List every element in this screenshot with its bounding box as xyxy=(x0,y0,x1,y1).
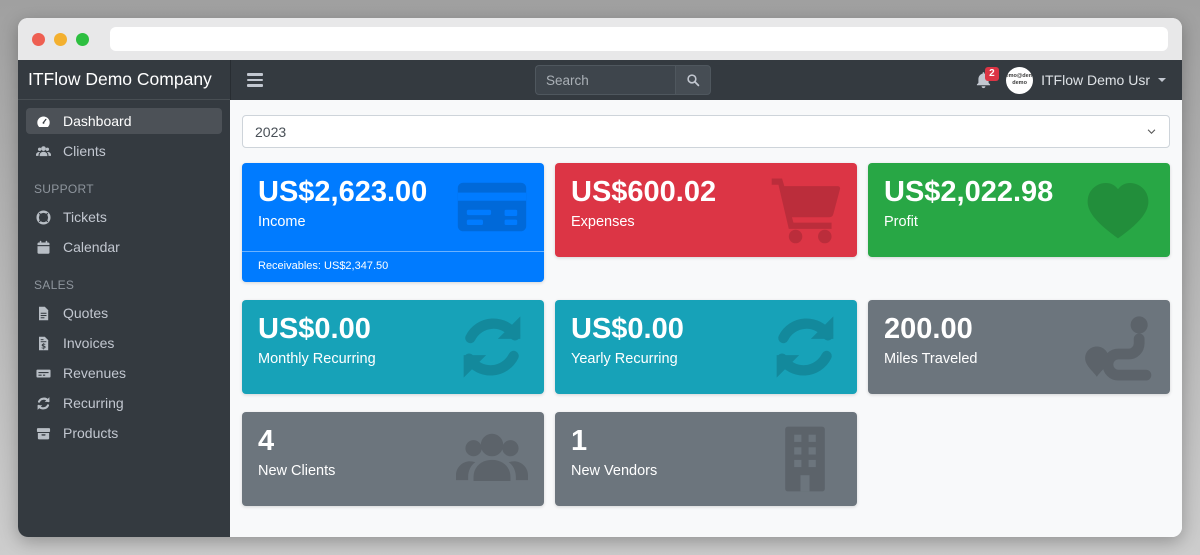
sidebar-item-dashboard[interactable]: Dashboard xyxy=(26,108,222,134)
sync-icon xyxy=(456,311,528,383)
navbar-right: 2 demo@demo demo ITFlow Demo Usr xyxy=(975,66,1166,94)
stat-value: US$600.02 xyxy=(571,176,717,208)
calendar-icon xyxy=(34,240,52,255)
life-ring-icon xyxy=(34,210,52,225)
year-select-value: 2023 xyxy=(255,123,287,140)
stat-value: 200.00 xyxy=(884,313,973,345)
gauge-icon xyxy=(34,114,52,129)
maximize-button[interactable] xyxy=(76,32,89,46)
building-icon xyxy=(769,423,841,495)
stat-value: 4 xyxy=(258,425,275,457)
avatar: demo@demo demo xyxy=(1006,66,1034,94)
sidebar-item-quotes[interactable]: Quotes xyxy=(26,300,222,326)
company-name: ITFlow Demo Company xyxy=(18,60,230,100)
search-button[interactable] xyxy=(675,65,711,95)
browser-chrome xyxy=(18,18,1182,60)
credit-card-icon xyxy=(456,171,528,243)
income-receivables-footer: Receivables: US$2,347.50 xyxy=(242,251,544,282)
stat-label: Miles Traveled xyxy=(884,351,978,368)
stat-value: US$2,623.00 xyxy=(258,176,428,208)
sidebar-toggle-button[interactable] xyxy=(247,73,263,87)
sidebar-nav: Dashboard Clients SUPPORT Tickets Calend… xyxy=(18,100,230,458)
close-button[interactable] xyxy=(32,32,45,46)
url-bar[interactable] xyxy=(110,27,1168,51)
card-profit[interactable]: US$2,022.98 Profit xyxy=(868,163,1170,257)
card-expenses[interactable]: US$600.02 Expenses xyxy=(555,163,857,257)
stat-value: 1 xyxy=(571,425,588,457)
sidebar-item-clients[interactable]: Clients xyxy=(26,138,222,164)
card-monthly-recurring[interactable]: US$0.00 Monthly Recurring xyxy=(242,300,544,394)
user-name: ITFlow Demo Usr xyxy=(1041,72,1150,88)
notifications-button[interactable]: 2 xyxy=(975,66,999,89)
browser-window: ITFlow Demo Company Dashboard Clients SU… xyxy=(18,18,1182,537)
sidebar-item-tickets[interactable]: Tickets xyxy=(26,204,222,230)
sync-icon xyxy=(34,396,52,411)
sidebar-item-invoices[interactable]: Invoices xyxy=(26,330,222,356)
sidebar-item-revenues[interactable]: Revenues xyxy=(26,360,222,386)
card-new-vendors[interactable]: 1 New Vendors xyxy=(555,412,857,506)
chevron-down-icon xyxy=(1146,126,1157,137)
stat-label: Income xyxy=(258,214,306,231)
sidebar-section-support: SUPPORT xyxy=(34,182,94,196)
minimize-button[interactable] xyxy=(54,32,67,46)
card-new-clients[interactable]: 4 New Clients xyxy=(242,412,544,506)
stat-label: Profit xyxy=(884,214,918,231)
sync-icon xyxy=(769,311,841,383)
user-menu[interactable]: demo@demo demo ITFlow Demo Usr xyxy=(1006,66,1166,94)
top-navbar: 2 demo@demo demo ITFlow Demo Usr xyxy=(230,60,1182,100)
sidebar-item-label: Invoices xyxy=(63,335,115,351)
sidebar-item-label: Products xyxy=(63,425,119,441)
stat-label: Yearly Recurring xyxy=(571,351,678,368)
notification-badge: 2 xyxy=(985,66,999,81)
users-icon xyxy=(34,144,52,159)
heart-icon xyxy=(1082,174,1154,246)
search-group xyxy=(535,65,711,95)
users-icon xyxy=(456,423,528,495)
dashboard-content: 2023 US$2,623.00 Income Receivables: US$… xyxy=(230,100,1182,537)
card-income[interactable]: US$2,623.00 Income Receivables: US$2,347… xyxy=(242,163,544,282)
file-invoice-dollar-icon xyxy=(34,336,52,351)
stat-value: US$2,022.98 xyxy=(884,176,1054,208)
stat-card-grid: US$2,623.00 Income Receivables: US$2,347… xyxy=(242,163,1170,506)
stat-value: US$0.00 xyxy=(258,313,371,345)
sidebar-item-label: Calendar xyxy=(63,239,120,255)
stat-value: US$0.00 xyxy=(571,313,684,345)
search-icon xyxy=(686,73,700,87)
sidebar-item-label: Recurring xyxy=(63,395,124,411)
sidebar-item-label: Revenues xyxy=(63,365,127,381)
card-yearly-recurring[interactable]: US$0.00 Yearly Recurring xyxy=(555,300,857,394)
card-miles-traveled[interactable]: 200.00 Miles Traveled xyxy=(868,300,1170,394)
stat-label: New Vendors xyxy=(571,463,658,480)
box-icon xyxy=(34,426,52,441)
route-icon xyxy=(1082,311,1154,383)
sidebar-item-label: Dashboard xyxy=(63,113,132,129)
sidebar-item-products[interactable]: Products xyxy=(26,420,222,446)
sidebar: ITFlow Demo Company Dashboard Clients SU… xyxy=(18,60,230,537)
sidebar-item-calendar[interactable]: Calendar xyxy=(26,234,222,260)
money-check-icon xyxy=(34,366,52,381)
app-shell: ITFlow Demo Company Dashboard Clients SU… xyxy=(18,60,1182,537)
sidebar-section-sales: SALES xyxy=(34,278,75,292)
caret-down-icon xyxy=(1158,78,1166,82)
shopping-cart-icon xyxy=(769,174,841,246)
sidebar-item-label: Quotes xyxy=(63,305,109,321)
file-lines-icon xyxy=(34,306,52,321)
stat-label: Monthly Recurring xyxy=(258,351,376,368)
sidebar-item-recurring[interactable]: Recurring xyxy=(26,390,222,416)
sidebar-item-label: Tickets xyxy=(63,209,107,225)
stat-label: Expenses xyxy=(571,214,635,231)
search-input[interactable] xyxy=(535,65,675,95)
year-select[interactable]: 2023 xyxy=(242,115,1170,148)
stat-label: New Clients xyxy=(258,463,336,480)
main-area: 2 demo@demo demo ITFlow Demo Usr 2023 xyxy=(230,60,1182,537)
sidebar-item-label: Clients xyxy=(63,143,106,159)
